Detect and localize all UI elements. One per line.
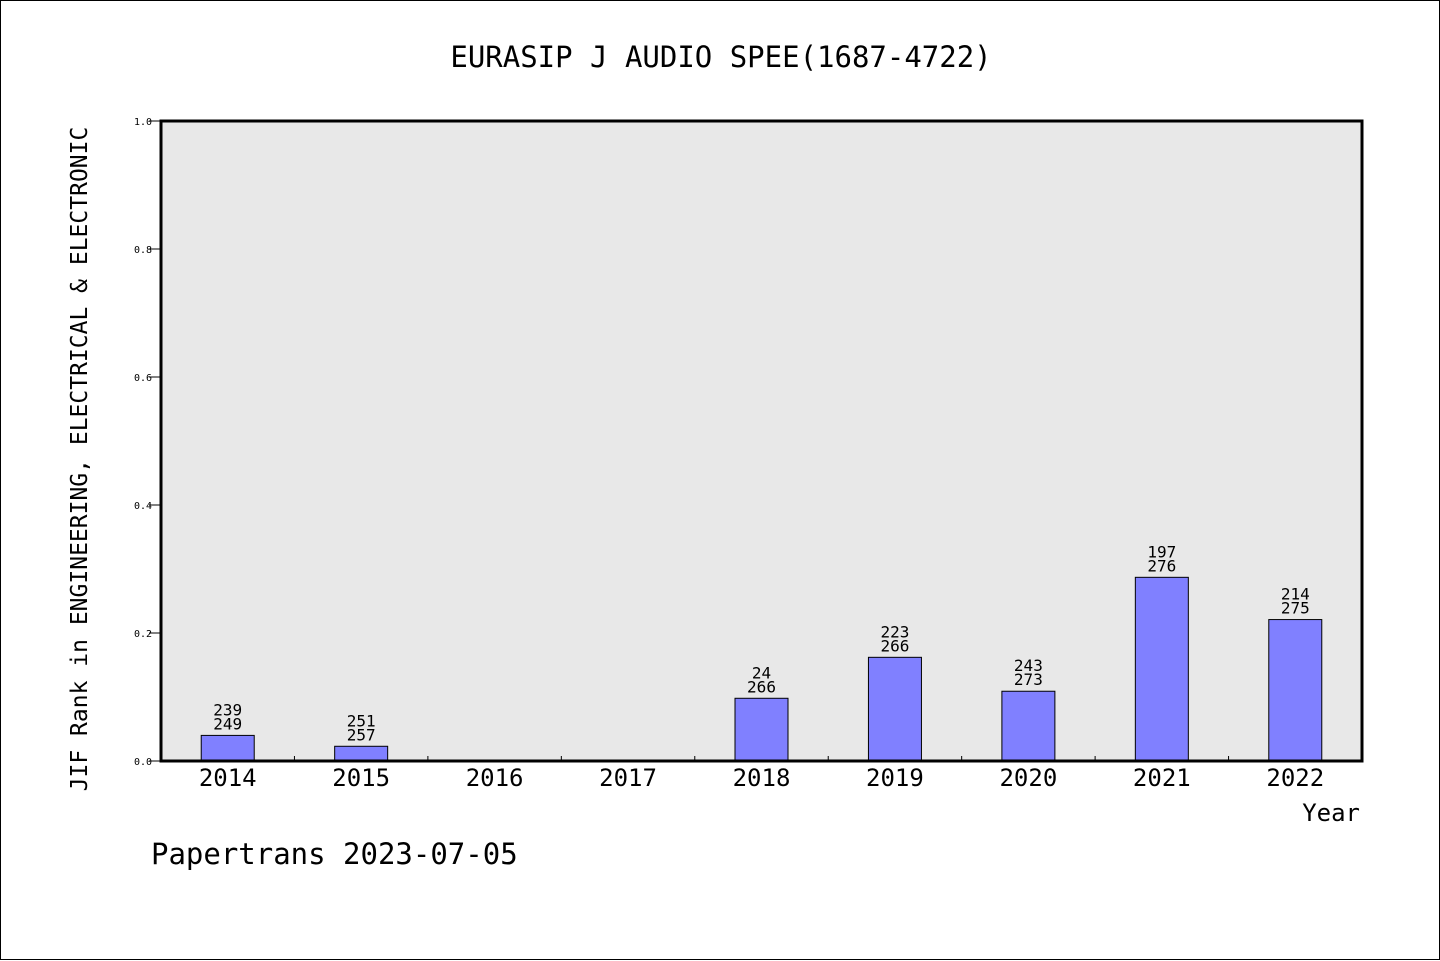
y-tick-label: 0.4 — [134, 501, 152, 512]
bar-2019 — [867, 656, 922, 762]
bar-2015 — [334, 745, 389, 762]
y-tick-label: 0.6 — [134, 373, 152, 384]
bar-label-rank: 251 — [347, 711, 376, 730]
x-tick-label: 2020 — [999, 764, 1057, 792]
y-tick-label: 0.8 — [134, 245, 152, 256]
bar-label-total: 273 — [1014, 670, 1043, 689]
x-tick-label: 2014 — [199, 764, 257, 792]
bar-label-total: 257 — [347, 725, 376, 744]
bar-label-total: 275 — [1281, 599, 1310, 618]
bar-label-total: 249 — [213, 714, 242, 733]
bar-label-rank: 214 — [1281, 585, 1310, 604]
footer-credit: Papertrans 2023-07-05 — [151, 837, 518, 871]
bar-label-total: 276 — [1147, 556, 1176, 575]
y-axis-label: JIF Rank in ENGINEERING, ELECTRICAL & EL… — [67, 127, 93, 792]
x-tick-label: 2021 — [1133, 764, 1191, 792]
bar-label-rank: 243 — [1014, 656, 1043, 675]
y-tick-label: 0.0 — [134, 757, 152, 768]
bar-label-total: 266 — [880, 636, 909, 655]
bars-group — [200, 576, 1323, 762]
bar-label-total: 266 — [747, 677, 776, 696]
bar-2022 — [1268, 619, 1323, 762]
bar-label-rank: 24 — [752, 663, 771, 682]
bar-2020 — [1001, 690, 1056, 762]
bar-label-rank: 239 — [213, 700, 242, 719]
x-tick-label: 2017 — [599, 764, 657, 792]
y-tick-label: 1.0 — [134, 117, 152, 128]
x-axis-label: Year — [1302, 799, 1360, 827]
x-tick-label: 2015 — [332, 764, 390, 792]
bar-2018 — [734, 697, 789, 762]
x-tick-label: 2022 — [1266, 764, 1324, 792]
x-tick-label: 2018 — [733, 764, 791, 792]
bar-label-rank: 223 — [880, 622, 909, 641]
plot-border — [159, 119, 1364, 763]
bar-2021 — [1134, 576, 1189, 762]
x-tick-label: 2016 — [466, 764, 524, 792]
bar-label-rank: 197 — [1147, 542, 1176, 561]
chart-title: EURASIP J AUDIO SPEE(1687-4722) — [450, 40, 991, 74]
ticks-group: 0.0 0.2 0.4 0.6 0.8 1.0 2014 2015 2016 2017 2018 20… — [134, 117, 1324, 792]
y-tick-label: 0.2 — [134, 629, 152, 640]
x-tick-label: 2019 — [866, 764, 924, 792]
bar-2014 — [200, 734, 255, 762]
